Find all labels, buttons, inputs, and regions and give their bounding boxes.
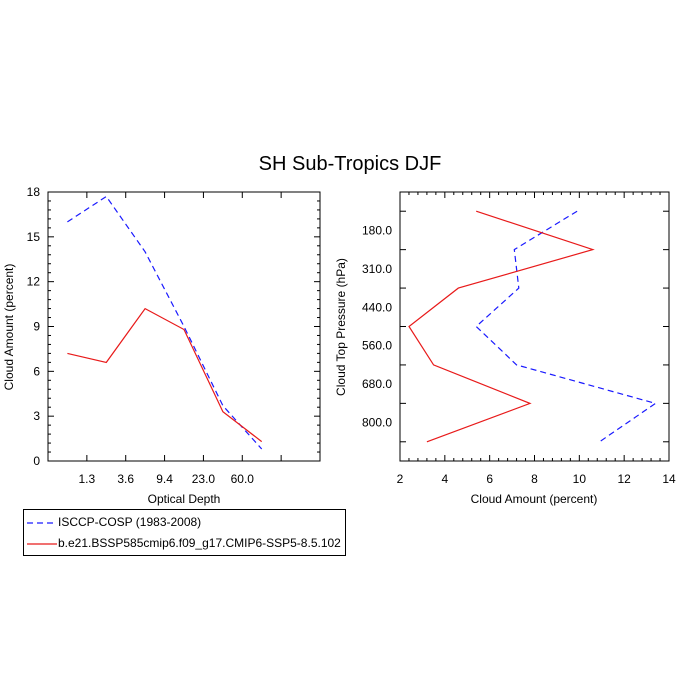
x-tick-label: 4 [441, 472, 448, 486]
y-tick-label: 680.0 [362, 377, 392, 391]
x-tick-label: 1.3 [79, 472, 96, 486]
y-tick-label: 6 [33, 364, 40, 378]
x-tick-label: 14 [662, 472, 676, 486]
y-tick-label: 9 [33, 320, 40, 334]
model-series-line [67, 307, 263, 443]
y-tick-label: 0 [33, 454, 40, 468]
x-tick-label: 3.6 [117, 472, 134, 486]
x-tick-label: 9.4 [156, 472, 173, 486]
legend: ISCCP-COSP (1983-2008) b.e21.BSSP585cmip… [23, 509, 346, 556]
isccp-series-line [67, 195, 263, 450]
y-tick-label: 560.0 [362, 339, 392, 353]
right-series-lines [408, 210, 657, 443]
x-tick-label: 23.0 [192, 472, 216, 486]
figure-title: SH Sub-Tropics DJF [259, 153, 442, 175]
isccp-series-line [475, 210, 657, 443]
x-tick-label: 6 [486, 472, 493, 486]
x-tick-label: 12 [617, 472, 631, 486]
right-y-axis-label: Cloud Top Pressure (hPa) [334, 258, 348, 396]
right-x-axis-label: Cloud Amount (percent) [471, 492, 598, 506]
right-plot-frame [399, 191, 670, 462]
pressure-panel: 180.0 310.0 440.0 560.0 680.0 800.0 2 4 6 8 10 12 1… [334, 191, 676, 506]
legend-label-model: b.e21.BSSP585cmip6.f09_g17.CMIP6-SSP5-8.… [58, 536, 341, 550]
y-tick-label: 310.0 [362, 262, 392, 276]
legend-swatch-solid [27, 543, 57, 545]
y-tick-label: 440.0 [362, 300, 392, 314]
legend-label-isccp: ISCCP-COSP (1983-2008) [58, 515, 202, 529]
optical-depth-panel: 0 3 6 9 12 15 18 1.3 3.6 9.4 23.0 60.0 Optical Dep… [2, 185, 321, 506]
left-x-axis-label: Optical Depth [148, 492, 221, 506]
y-tick-label: 18 [27, 185, 41, 199]
y-tick-label: 15 [27, 230, 41, 244]
right-y-ticks: 180.0 310.0 440.0 560.0 680.0 800.0 [362, 210, 669, 443]
left-plot-frame [47, 191, 321, 462]
left-x-ticks: 1.3 3.6 9.4 23.0 60.0 [79, 192, 282, 486]
legend-entry-isccp: ISCCP-COSP (1983-2008) [24, 513, 345, 533]
left-series-lines [67, 195, 263, 450]
x-tick-label: 2 [397, 472, 404, 486]
y-tick-label: 180.0 [362, 223, 392, 237]
model-series-line [408, 210, 595, 443]
y-tick-label: 12 [27, 275, 41, 289]
left-y-axis-label: Cloud Amount (percent) [2, 264, 16, 391]
y-tick-label: 3 [33, 409, 40, 423]
legend-entry-model: b.e21.BSSP585cmip6.f09_g17.CMIP6-SSP5-8.… [24, 534, 345, 554]
x-tick-label: 60.0 [231, 472, 255, 486]
legend-swatch-dashed [27, 522, 57, 524]
x-tick-label: 8 [531, 472, 538, 486]
right-x-ticks: 2 4 6 8 10 12 14 [397, 192, 676, 486]
left-y-ticks: 0 3 6 9 12 15 18 [27, 185, 320, 468]
x-tick-label: 10 [573, 472, 587, 486]
y-tick-label: 800.0 [362, 416, 392, 430]
